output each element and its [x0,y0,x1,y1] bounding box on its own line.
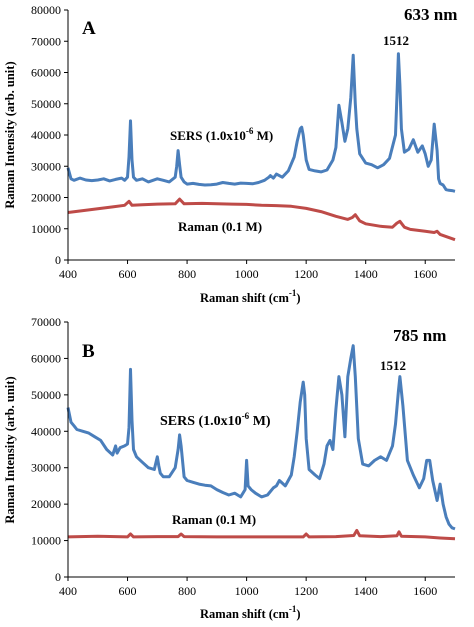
panel-b-y-axis-label: Raman Intensity (arb. unit) [3,376,17,523]
x-tick-label: 1600 [413,267,437,281]
x-tick-label: 1200 [294,584,318,598]
panel-b-wavelength: 785 nm [393,326,446,345]
panel-a-raman-label: Raman (0.1 M) [178,219,262,234]
x-tick-label: 800 [178,267,196,281]
panel-a: 0 10000 20000 30000 40000 50000 60000 70000 8000… [3,3,457,305]
y-tick-label: 0 [55,570,61,584]
panel-a-peak-label: 1512 [383,33,409,48]
y-tick-label: 50000 [31,97,61,111]
x-tick-label: 1200 [294,267,318,281]
y-tick-label: 10000 [31,222,61,236]
y-tick-label: 60000 [31,66,61,80]
panel-a-letter: A [82,18,96,39]
y-tick-label: 20000 [31,191,61,205]
panel-a-x-axis-label: Raman shift (cm-1) [200,288,301,305]
panel-a-sers-line [66,52,456,193]
x-tick-label: 1000 [235,584,259,598]
panel-a-y-axis-label: Raman Intensity (arb. unit) [3,61,17,208]
y-tick-label: 60000 [31,351,61,365]
panel-b-peak-label: 1512 [380,358,406,373]
panel-a-raman-line [67,197,456,242]
panel-b-sers-label: SERS (1.0x10-6 M) [160,411,271,429]
x-tick-label: 1400 [354,267,378,281]
panel-b-sers-line [66,344,456,531]
y-tick-label: 80000 [31,3,61,17]
y-tick-label: 30000 [31,461,61,475]
panel-b-raman-line [67,528,456,541]
x-tick-label: 1400 [354,584,378,598]
y-tick-label: 40000 [31,424,61,438]
y-tick-label: 40000 [31,128,61,142]
y-tick-label: 30000 [31,159,61,173]
panel-b: 0 10000 20000 30000 40000 50000 60000 70000 400… [3,315,456,621]
panel-b-letter: B [82,341,95,362]
panel-b-raman-label: Raman (0.1 M) [172,512,256,527]
y-tick-label: 70000 [31,34,61,48]
panel-a-sers-label: SERS (1.0x10-6 M) [170,126,273,143]
panel-a-wavelength: 633 nm [404,5,457,24]
x-tick-label: 400 [59,267,77,281]
x-tick-label: 1000 [235,267,259,281]
y-tick-label: 20000 [31,497,61,511]
y-tick-label: 70000 [31,315,61,329]
x-tick-label: 600 [119,584,137,598]
y-tick-label: 10000 [31,534,61,548]
y-tick-label: 50000 [31,388,61,402]
x-tick-label: 600 [119,267,137,281]
y-tick-label: 0 [55,253,61,267]
panel-b-x-axis-label: Raman shift (cm-1) [200,604,301,621]
x-tick-label: 1600 [413,584,437,598]
x-tick-label: 400 [59,584,77,598]
x-tick-label: 800 [178,584,196,598]
